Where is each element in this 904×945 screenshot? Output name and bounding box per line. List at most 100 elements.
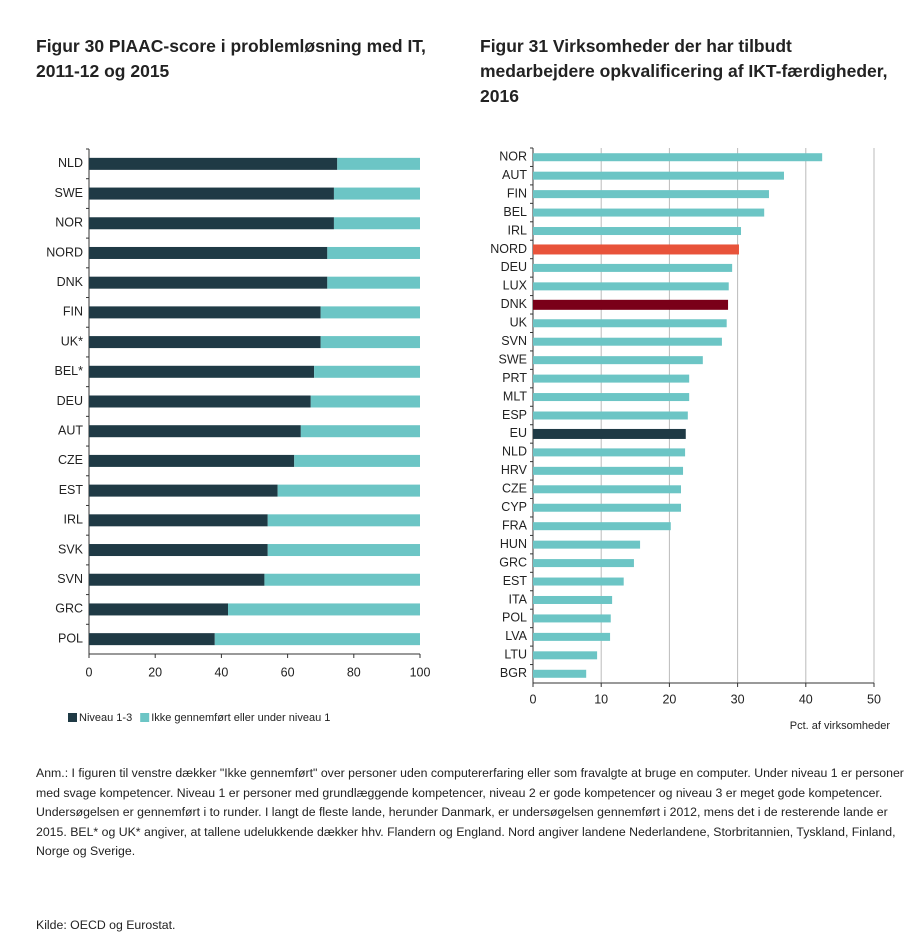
y-tick-label: SWE: [499, 352, 527, 366]
bar-segment: [267, 544, 420, 557]
bar: [533, 614, 611, 623]
bar-segment: [314, 365, 420, 378]
y-tick-label: ESP: [502, 408, 527, 422]
y-tick-label: EST: [59, 483, 84, 497]
y-tick-label: EST: [503, 574, 528, 588]
note: Anm.: I figuren til venstre dækker "Ikke…: [36, 766, 904, 858]
y-tick-label: ITA: [508, 592, 527, 606]
bar: [533, 411, 688, 420]
bar-segment: [89, 603, 229, 616]
bar: [533, 374, 690, 383]
legend-swatch: [140, 713, 150, 722]
y-tick-label: UK*: [61, 334, 83, 348]
bar-segment: [89, 246, 328, 259]
source: Kilde: OECD og Eurostat.: [36, 918, 176, 932]
y-tick-label: CZE: [502, 482, 527, 496]
x-tick-label: 40: [799, 692, 813, 706]
bar: [533, 448, 686, 457]
y-tick-label: NORD: [46, 245, 83, 259]
y-tick-label: POL: [502, 611, 527, 625]
y-tick-label: GRC: [55, 602, 83, 616]
bar-segment: [228, 603, 420, 616]
bar-segment: [89, 425, 301, 438]
legend-swatch: [68, 713, 77, 722]
y-tick-label: DEU: [501, 260, 527, 274]
bar-segment: [320, 306, 420, 319]
y-tick-label: LVA: [505, 629, 527, 643]
y-tick-label: NOR: [499, 150, 527, 164]
bar: [533, 428, 686, 439]
bar-segment: [89, 217, 334, 230]
bar-segment: [89, 514, 268, 527]
y-tick-label: DNK: [501, 297, 528, 311]
bar-segment: [89, 633, 215, 646]
y-tick-label: CZE: [58, 453, 83, 467]
x-tick-label: 100: [410, 665, 431, 679]
bar-segment: [89, 157, 338, 170]
bar: [533, 559, 634, 568]
bar: [533, 595, 613, 604]
y-tick-label: NOR: [55, 216, 83, 230]
x-tick-label: 20: [662, 692, 676, 706]
charts: 0 20 40 60 80 100NLDSWENORNORDDNKFINUK*BEL*DE…: [46, 147, 891, 732]
bar: [533, 356, 703, 365]
y-tick-label: NLD: [502, 445, 527, 459]
bar: [533, 282, 729, 291]
y-tick-label: GRC: [499, 555, 527, 569]
y-tick-label: NORD: [490, 242, 527, 256]
x-tick-label: 40: [214, 665, 228, 679]
bar-segment: [89, 336, 321, 349]
bar: [533, 319, 727, 328]
y-tick-label: IRL: [508, 223, 528, 237]
bar: [533, 466, 684, 475]
y-tick-label: BEL*: [55, 364, 84, 378]
y-tick-label: BEL: [503, 205, 527, 219]
bar: [533, 522, 671, 531]
x-tick-label: 10: [594, 692, 608, 706]
x-tick-label: 60: [281, 665, 295, 679]
bar-segment: [294, 454, 420, 467]
y-tick-label: AUT: [502, 168, 527, 182]
bar-segment: [300, 425, 420, 438]
y-tick-label: NLD: [58, 156, 83, 170]
bar-segment: [89, 573, 265, 586]
y-tick-label: EU: [510, 426, 527, 440]
bar: [533, 632, 611, 641]
bar: [533, 577, 624, 586]
y-tick-label: SVK: [58, 542, 84, 556]
bar-segment: [310, 395, 420, 408]
y-tick-label: BGR: [500, 666, 527, 680]
bar: [533, 393, 690, 402]
bar-segment: [320, 336, 420, 349]
y-tick-label: LTU: [504, 648, 527, 662]
x-axis-label: Pct. af virksomheder: [790, 720, 891, 732]
bar-segment: [89, 276, 328, 289]
bar-segment: [89, 306, 321, 319]
bar-segment: [327, 246, 420, 259]
bar-segment: [264, 573, 420, 586]
y-tick-label: UK: [510, 316, 528, 330]
y-tick-label: AUT: [58, 424, 83, 438]
y-tick-label: FIN: [507, 186, 527, 200]
y-tick-label: MLT: [503, 389, 527, 403]
bar-segment: [327, 276, 420, 289]
bar-segment: [214, 633, 420, 646]
y-tick-label: SVN: [57, 572, 83, 586]
bar: [533, 337, 722, 346]
bar-segment: [267, 514, 420, 527]
bar-segment: [277, 484, 420, 497]
y-tick-label: SVN: [501, 334, 527, 348]
bar: [533, 171, 784, 180]
bar: [533, 153, 823, 162]
bar-segment: [89, 365, 315, 378]
x-tick-label: 50: [867, 692, 881, 706]
y-tick-label: HRV: [501, 463, 528, 477]
bar-segment: [337, 157, 420, 170]
y-tick-label: DEU: [57, 394, 83, 408]
y-tick-label: HUN: [500, 537, 527, 551]
x-tick-label: 20: [148, 665, 162, 679]
y-tick-label: FIN: [63, 305, 83, 319]
bar-segment: [89, 454, 295, 467]
y-tick-label: LUX: [503, 279, 528, 293]
